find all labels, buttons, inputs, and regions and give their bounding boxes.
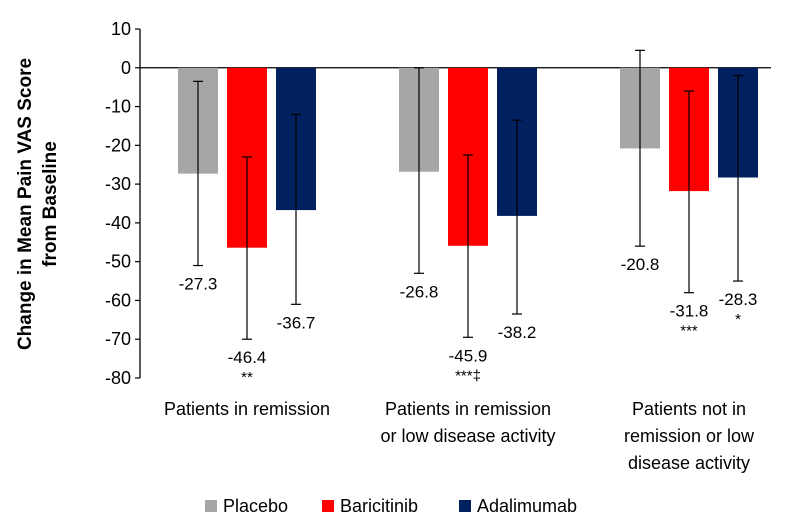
legend-label: Placebo bbox=[223, 496, 288, 516]
category-label-line: remission or low bbox=[624, 426, 755, 446]
legend-swatch-adalimumab bbox=[459, 500, 471, 512]
data-label: -28.3 bbox=[719, 290, 758, 309]
y-tick-label: -10 bbox=[105, 97, 131, 117]
data-label: -20.8 bbox=[621, 255, 660, 274]
legend-label: Baricitinib bbox=[340, 496, 418, 516]
data-label: -36.7 bbox=[277, 313, 316, 332]
category-labels: Patients in remission Patients in remissi… bbox=[164, 399, 755, 473]
legend-label: Adalimumab bbox=[477, 496, 577, 516]
y-axis-label: Change in Mean Pain VAS Score from Baseli… bbox=[15, 58, 61, 350]
y-axis-title-line: Change in Mean Pain VAS Score bbox=[15, 58, 36, 350]
category-label-line: Patients in remission bbox=[385, 399, 551, 419]
data-labels-layer: -27.3 -26.8 -20.8 -46.4 ** -45.9 ***‡ -31.8 *** -… bbox=[179, 255, 758, 386]
legend: Placebo Baricitinib Adalimumab bbox=[205, 496, 577, 516]
category-label: Patients in remission bbox=[164, 399, 330, 419]
data-label: -31.8 bbox=[670, 302, 709, 321]
y-tick-label: 0 bbox=[121, 58, 131, 78]
y-axis-title-line: from Baseline bbox=[40, 141, 61, 267]
legend-swatch-placebo bbox=[205, 500, 217, 512]
significance-marker: ***‡ bbox=[455, 367, 481, 384]
y-axis-title: Change in Mean Pain VAS Score from Baseli… bbox=[15, 58, 61, 350]
data-label: -38.2 bbox=[498, 323, 537, 342]
data-label: -45.9 bbox=[449, 346, 488, 365]
y-tick-label: -80 bbox=[105, 368, 131, 388]
category-label-line: Patients not in bbox=[632, 399, 746, 419]
significance-marker: ** bbox=[241, 369, 253, 386]
y-tick-label: 10 bbox=[111, 19, 131, 39]
data-label: -27.3 bbox=[179, 275, 218, 294]
category-label-line: or low disease activity bbox=[380, 426, 555, 446]
bars-layer bbox=[178, 49, 758, 340]
category-label-line: Patients in remission bbox=[164, 399, 330, 419]
significance-marker: *** bbox=[680, 323, 698, 340]
y-tick-label: -50 bbox=[105, 252, 131, 272]
y-tick-label: -30 bbox=[105, 174, 131, 194]
y-tick-label: -60 bbox=[105, 290, 131, 310]
data-label: -26.8 bbox=[400, 282, 439, 301]
y-tick-label: -70 bbox=[105, 329, 131, 349]
y-tick-label: -20 bbox=[105, 135, 131, 155]
y-tick-label: -40 bbox=[105, 213, 131, 233]
category-label: Patients not in remission or low disease a… bbox=[624, 399, 755, 473]
category-label: Patients in remission or low disease acti… bbox=[380, 399, 555, 446]
data-label: -46.4 bbox=[228, 348, 267, 367]
legend-swatch-baricitinib bbox=[322, 500, 334, 512]
category-label-line: disease activity bbox=[628, 453, 750, 473]
significance-marker: * bbox=[735, 311, 741, 328]
